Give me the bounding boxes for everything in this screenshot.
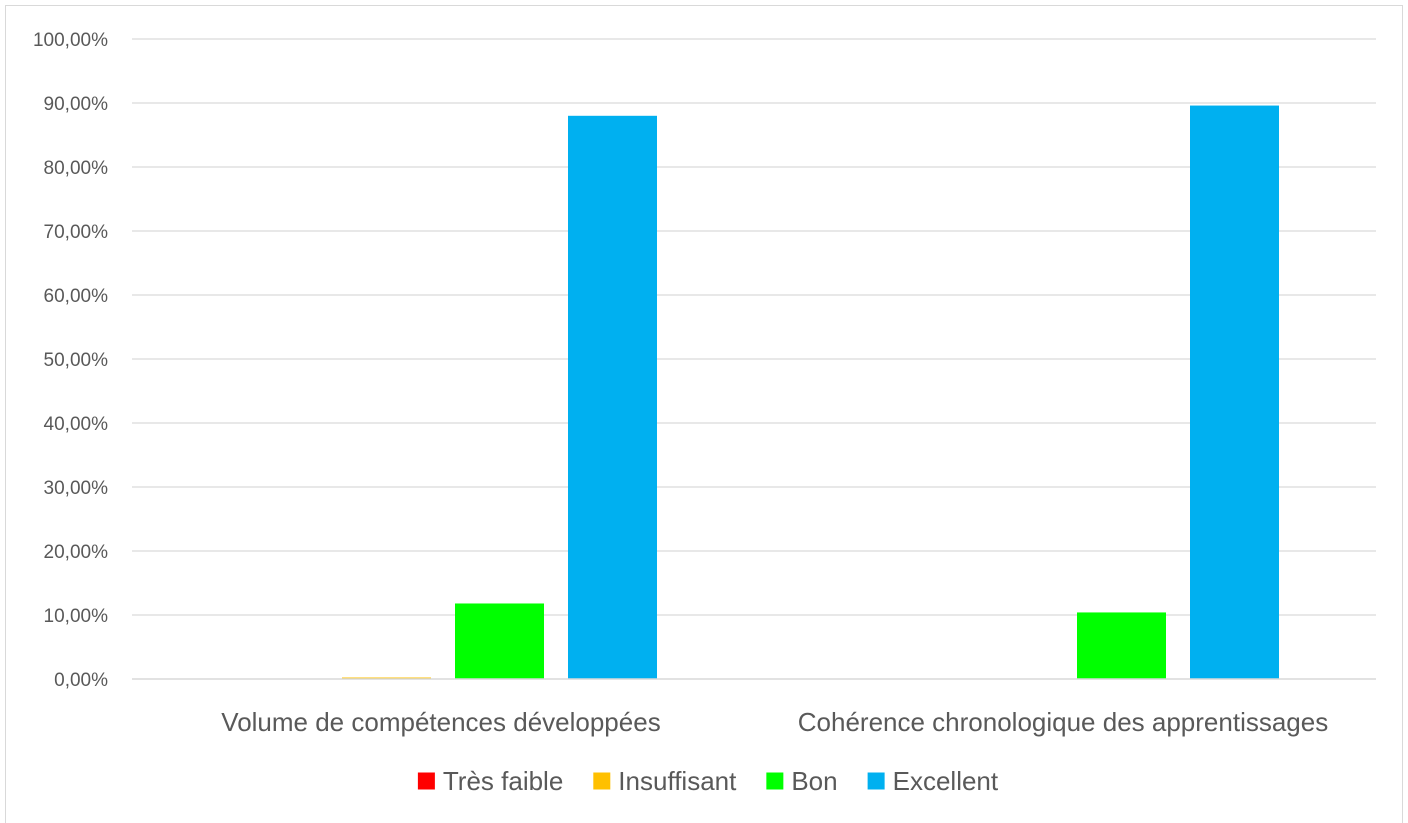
legend-label: Insuffisant — [618, 766, 737, 796]
y-tick-label: 80,00% — [44, 158, 109, 179]
bar-bon-1 — [1077, 612, 1166, 679]
category-label: Cohérence chronologique des apprentissag… — [798, 707, 1328, 737]
category-labels: Volume de compétences développées Cohéren… — [221, 707, 1328, 737]
bar-excellent-0 — [568, 115, 657, 680]
legend-swatch — [867, 772, 885, 790]
y-tick-label: 60,00% — [44, 286, 109, 307]
legend-item: Insuffisant — [593, 766, 737, 796]
legend-swatch — [593, 772, 611, 790]
legend-swatch — [766, 772, 784, 790]
legend: Très faible Insuffisant Bon Excellent — [417, 766, 999, 796]
y-axis-ticks: 0,00% 10,00% 20,00% 30,00% 40,00% 50,00% 60,00… — [33, 30, 108, 691]
legend-label: Bon — [791, 766, 837, 796]
legend-item: Bon — [766, 766, 838, 796]
legend-item: Très faible — [417, 766, 563, 796]
y-tick-label: 30,00% — [44, 478, 109, 499]
y-tick-label: 10,00% — [44, 606, 109, 627]
bar-excellent-1 — [1190, 105, 1279, 679]
bars — [342, 105, 1279, 680]
bar-bon-0 — [455, 603, 544, 679]
category-label: Volume de compétences développées — [221, 707, 660, 737]
y-tick-label: 20,00% — [44, 542, 109, 563]
legend-label: Excellent — [893, 766, 999, 796]
legend-swatch — [417, 772, 435, 790]
y-tick-label: 90,00% — [44, 94, 109, 115]
legend-item: Excellent — [867, 766, 999, 796]
y-tick-label: 0,00% — [54, 670, 108, 691]
gridlines — [132, 38, 1376, 616]
chart-frame — [5, 5, 1403, 823]
y-tick-label: 40,00% — [44, 414, 109, 435]
y-tick-label: 50,00% — [44, 350, 109, 371]
y-tick-label: 70,00% — [44, 222, 109, 243]
y-tick-label: 100,00% — [33, 30, 108, 51]
legend-label: Très faible — [443, 766, 563, 796]
